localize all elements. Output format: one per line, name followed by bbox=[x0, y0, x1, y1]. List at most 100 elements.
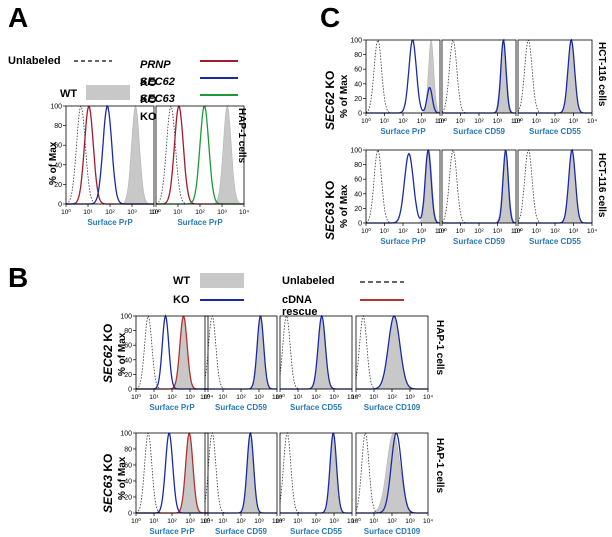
unlabeled-histogram bbox=[517, 149, 592, 224]
y-tick-label: 100 bbox=[350, 38, 362, 45]
y-tick-label: 20 bbox=[354, 206, 362, 213]
x-tick-label: 10¹ bbox=[218, 518, 228, 525]
plot-frame bbox=[135, 432, 209, 514]
ko-histogram bbox=[205, 431, 277, 514]
wt-histogram bbox=[442, 149, 517, 224]
legend-wt-label: WT bbox=[60, 88, 78, 100]
x-tick-label: 10⁰ bbox=[131, 517, 141, 525]
a-plot-prnp-sec62: 0 20 40 60 80 100 10⁰ 10¹ 10² 10³ 10⁴ Surface PrP bbox=[50, 104, 159, 228]
x-axis-label: Surface CD55 bbox=[529, 237, 582, 246]
x-tick-label: 10³ bbox=[254, 394, 264, 401]
plot-frame bbox=[517, 39, 593, 114]
c1-plot-cd59: 10⁰ 10¹ 10² 10³ 10⁴ Surface CD59 bbox=[437, 38, 521, 136]
x-tick-label: 10² bbox=[398, 228, 408, 235]
x-tick-label: 10⁴ bbox=[435, 228, 445, 235]
x-axis-label: Surface PrP bbox=[380, 237, 426, 246]
b1-plot-prp: 0 20 40 60 80 100 10⁰ 10¹ 10² 10³ 10⁴ Surface PrP bbox=[120, 314, 213, 413]
y-tick-label: 40 bbox=[354, 191, 362, 198]
legend-prnp-ko-suffix: KO bbox=[140, 77, 157, 89]
unlabeled-histogram bbox=[517, 39, 592, 114]
plot-frame bbox=[279, 432, 353, 514]
a-plot-sec63: 10⁰ 10¹ 10² 10³ 10⁴ Surface PrP bbox=[151, 105, 249, 227]
x-axis-label: Surface CD55 bbox=[290, 527, 343, 536]
plot-frame bbox=[204, 432, 278, 514]
y-tick-label: 100 bbox=[350, 148, 362, 155]
x-tick-label: 10⁰ bbox=[131, 393, 141, 401]
y-tick-label: 0 bbox=[128, 387, 132, 394]
legend-sec62-gene: SEC62 bbox=[140, 76, 175, 88]
x-tick-label: 10¹ bbox=[532, 228, 542, 235]
legend-sec62-ko: SEC62 KO bbox=[140, 72, 175, 108]
y-tick-label: 40 bbox=[54, 162, 62, 169]
y-tick-label: 60 bbox=[124, 463, 132, 470]
wt-histogram bbox=[356, 432, 428, 514]
legend-unlabeled-label: Unlabeled bbox=[8, 55, 61, 67]
x-axis-label: Surface CD109 bbox=[364, 403, 421, 412]
x-tick-label: 10⁴ bbox=[149, 209, 159, 216]
x-tick-label: 10² bbox=[105, 209, 115, 216]
x-tick-label: 10¹ bbox=[149, 518, 159, 525]
x-tick-label: 10⁰ bbox=[351, 517, 361, 525]
x-tick-label: 10² bbox=[474, 228, 484, 235]
x-tick-label: 10⁰ bbox=[437, 117, 447, 125]
b2-plot-cd55: 10⁰ 10¹ 10² 10³ 10⁴ Surface CD55 bbox=[275, 431, 357, 536]
y-tick-label: 80 bbox=[124, 328, 132, 335]
y-tick-label: 100 bbox=[120, 431, 132, 438]
unlabeled-histogram bbox=[279, 431, 352, 514]
x-tick-label: 10⁰ bbox=[513, 227, 523, 235]
y-tick-label: 20 bbox=[124, 372, 132, 379]
x-tick-label: 10³ bbox=[405, 394, 415, 401]
x-axis-label: Surface CD109 bbox=[364, 527, 421, 536]
x-tick-label: 10² bbox=[311, 394, 321, 401]
x-tick-label: 10² bbox=[474, 118, 484, 125]
x-tick-label: 10² bbox=[550, 118, 560, 125]
wt-histogram bbox=[356, 315, 428, 390]
legend-sec63-gene: SEC63 bbox=[140, 93, 175, 105]
x-tick-label: 10⁴ bbox=[347, 518, 357, 525]
x-tick-label: 10⁰ bbox=[61, 208, 71, 216]
legend-b-wt-label: WT bbox=[173, 275, 191, 287]
legend-b-wt-swatch bbox=[200, 273, 244, 288]
legend-b-ko-swatch bbox=[200, 299, 244, 301]
x-tick-label: 10¹ bbox=[83, 209, 93, 216]
x-axis-label: Surface PrP bbox=[380, 127, 426, 136]
x-axis-label: Surface PrP bbox=[177, 218, 223, 227]
x-tick-label: 10³ bbox=[254, 518, 264, 525]
y-tick-label: 80 bbox=[124, 447, 132, 454]
wt-histogram bbox=[518, 39, 592, 114]
x-axis-label: Surface CD59 bbox=[453, 127, 506, 136]
y-tick-label: 20 bbox=[354, 96, 362, 103]
x-tick-label: 10⁰ bbox=[351, 393, 361, 401]
x-tick-label: 10¹ bbox=[456, 118, 466, 125]
plot-frame bbox=[517, 149, 593, 224]
y-tick-label: 0 bbox=[358, 221, 362, 228]
legend-prnp-swatch bbox=[200, 60, 238, 62]
x-tick-label: 10⁴ bbox=[203, 518, 213, 525]
x-tick-label: 10⁴ bbox=[587, 118, 597, 125]
x-tick-label: 10³ bbox=[417, 118, 427, 125]
x-tick-label: 10¹ bbox=[149, 394, 159, 401]
ko-histogram bbox=[136, 432, 208, 514]
unlabeled-histogram bbox=[204, 431, 277, 514]
unlabeled-histogram bbox=[135, 432, 208, 514]
x-axis-label: Surface PrP bbox=[149, 527, 195, 536]
wt-histogram bbox=[518, 149, 592, 224]
legend-b-unlabeled-label: Unlabeled bbox=[282, 275, 335, 287]
rescue-histogram bbox=[136, 432, 208, 514]
x-tick-label: 10⁴ bbox=[423, 518, 433, 525]
y-tick-label: 60 bbox=[354, 67, 362, 74]
legend-sec63-swatch bbox=[200, 94, 238, 96]
x-axis-label: Surface CD59 bbox=[453, 237, 506, 246]
x-tick-label: 10⁰ bbox=[361, 117, 371, 125]
y-tick-label: 80 bbox=[54, 123, 62, 130]
legend-sec63-ko: SEC63 KO bbox=[140, 89, 175, 125]
wt-histogram bbox=[280, 315, 352, 390]
x-tick-label: 10² bbox=[311, 518, 321, 525]
legend-b-rescue-label: cDNA rescue bbox=[282, 294, 318, 318]
y-tick-label: 60 bbox=[54, 143, 62, 150]
x-tick-label: 10¹ bbox=[532, 118, 542, 125]
x-tick-label: 10⁴ bbox=[511, 228, 521, 235]
x-tick-label: 10² bbox=[387, 394, 397, 401]
